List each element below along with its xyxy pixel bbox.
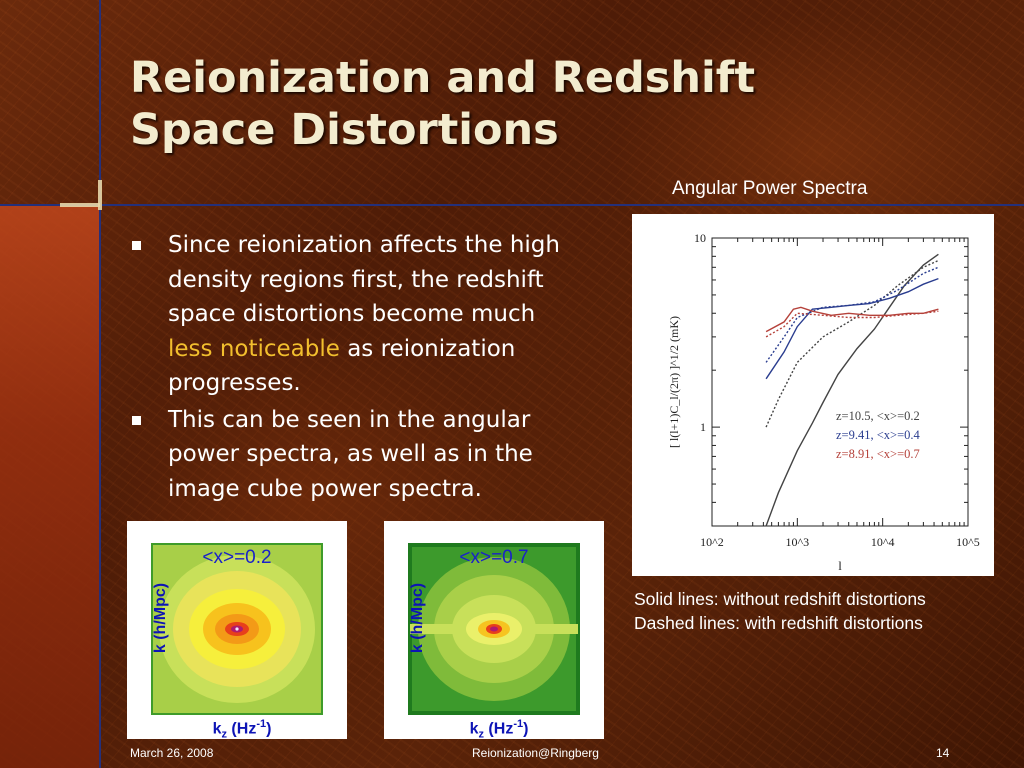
chart-svg: 10^2 10^3 10^4 10^5 1 10 l [ l(l+1)C_l/(2π) ]^1… xyxy=(667,231,980,573)
bullet-item-2: This can be seen in the angular power sp… xyxy=(130,403,580,507)
footer-center-text: Reionization@Ringberg xyxy=(472,746,599,760)
bullet-1-text: Since reionization affects the high dens… xyxy=(168,232,560,327)
series-line xyxy=(765,266,939,363)
cube-ylabel-left: k (h/Mpc) xyxy=(152,582,169,654)
left-accent-strip xyxy=(0,205,100,768)
x-tick-label: 10^4 xyxy=(871,535,895,549)
x-tick-label: 10^2 xyxy=(700,535,724,549)
note-line-2: Dashed lines: with redshift distortions xyxy=(634,613,923,633)
cube-spectrum-image-right xyxy=(408,543,580,715)
chart-heading: Angular Power Spectra xyxy=(672,178,868,199)
cube-spectrum-panel-left: <x>=0.2 k (h/Mpc) kz (Hz-1) xyxy=(127,521,347,741)
square-bullet-icon xyxy=(132,241,141,250)
note-line-1: Solid lines: without redshift distortion… xyxy=(634,589,926,609)
bullet-1-highlight: less noticeable xyxy=(168,335,340,362)
x-tick-label: 10^3 xyxy=(786,535,810,549)
bullet-list: Since reionization affects the high dens… xyxy=(130,228,580,508)
legend-entry: z=8.91, <x>=0.7 xyxy=(836,447,920,461)
bullet-item-1: Since reionization affects the high dens… xyxy=(130,228,580,401)
legend-entry: z=10.5, <x>=0.2 xyxy=(836,409,920,423)
bullet-1-text-end: as reionization progresses. xyxy=(168,335,516,397)
page-number: 14 xyxy=(936,746,950,760)
line-style-note: Solid lines: without redshift distortion… xyxy=(634,587,926,635)
title-line-1: Reionization and Redshift xyxy=(130,53,756,103)
series-line xyxy=(765,310,939,338)
cube-label-right: <x>=0.7 xyxy=(459,547,529,568)
cube-ylabel-right: k (h/Mpc) xyxy=(409,582,426,654)
angular-power-spectra-chart: 10^2 10^3 10^4 10^5 1 10 l [ l(l+1)C_l/(2π) ]^1… xyxy=(632,214,994,576)
vertical-rule xyxy=(99,0,101,768)
rule-glow-vertical xyxy=(98,180,102,210)
cube-spectrum-panel-right: <x>=0.7 k (h/Mpc) kz (Hz-1) xyxy=(384,521,604,741)
y-tick-label: 10 xyxy=(694,231,706,245)
series-line xyxy=(765,259,939,428)
rule-glow xyxy=(60,203,100,207)
x-axis-label: l xyxy=(838,558,842,573)
cube-xlabel-left: kz (Hz-1) xyxy=(212,718,272,741)
y-axis-label: [ l(l+1)C_l/(2π) ]^1/2 (mK) xyxy=(667,316,681,448)
footer-date: March 26, 2008 xyxy=(130,746,214,760)
legend-entry: z=9.41, <x>=0.4 xyxy=(836,428,920,442)
plot-frame xyxy=(711,237,969,527)
bullet-2-text: This can be seen in the angular power sp… xyxy=(168,406,533,502)
series-line xyxy=(765,306,939,333)
series-line xyxy=(765,277,939,380)
x-tick-label: 10^5 xyxy=(956,535,980,549)
cube-xlabel-right: kz (Hz-1) xyxy=(469,718,529,741)
cube-spectrum-image-left xyxy=(151,543,323,715)
slide-title: Reionization and Redshift Space Distorti… xyxy=(130,52,830,156)
title-line-2: Space Distortions xyxy=(130,105,559,155)
square-bullet-icon xyxy=(132,415,141,425)
series-line xyxy=(765,253,939,527)
y-tick-label: 1 xyxy=(700,420,706,434)
horizontal-rule xyxy=(0,204,1024,206)
cube-label-left: <x>=0.2 xyxy=(202,547,272,568)
